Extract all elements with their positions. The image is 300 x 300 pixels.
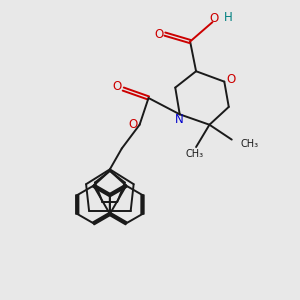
Text: O: O [226, 73, 236, 86]
Text: O: O [128, 118, 138, 131]
Text: H: H [224, 11, 232, 24]
Text: O: O [112, 80, 121, 93]
Text: CH₃: CH₃ [241, 139, 259, 149]
Text: O: O [209, 12, 218, 25]
Text: N: N [175, 113, 184, 126]
Text: CH₃: CH₃ [185, 149, 204, 160]
Text: O: O [154, 28, 164, 40]
